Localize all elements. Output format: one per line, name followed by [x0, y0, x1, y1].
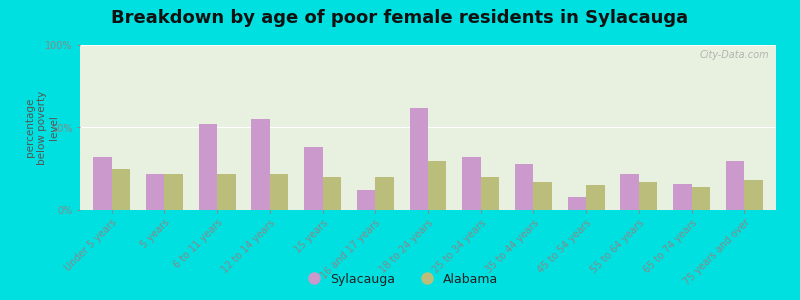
- Bar: [322, 177, 341, 210]
- Bar: [534, 182, 552, 210]
- Bar: [744, 180, 763, 210]
- Bar: [673, 184, 692, 210]
- Bar: [410, 108, 428, 210]
- Bar: [428, 160, 446, 210]
- Bar: [586, 185, 605, 210]
- Text: Breakdown by age of poor female residents in Sylacauga: Breakdown by age of poor female resident…: [111, 9, 689, 27]
- Bar: [198, 124, 217, 210]
- Bar: [357, 190, 375, 210]
- Bar: [639, 182, 658, 210]
- Bar: [568, 197, 586, 210]
- Bar: [112, 169, 130, 210]
- Text: City-Data.com: City-Data.com: [699, 50, 769, 60]
- Bar: [621, 174, 639, 210]
- Legend: Sylacauga, Alabama: Sylacauga, Alabama: [297, 268, 503, 291]
- Y-axis label: percentage
below poverty
level: percentage below poverty level: [26, 90, 58, 165]
- Bar: [164, 174, 183, 210]
- Bar: [692, 187, 710, 210]
- Bar: [726, 160, 744, 210]
- Bar: [217, 174, 235, 210]
- Bar: [304, 147, 322, 210]
- Bar: [251, 119, 270, 210]
- Bar: [146, 174, 164, 210]
- Bar: [515, 164, 534, 210]
- Bar: [481, 177, 499, 210]
- Bar: [93, 157, 112, 210]
- Bar: [462, 157, 481, 210]
- Bar: [375, 177, 394, 210]
- Bar: [270, 174, 288, 210]
